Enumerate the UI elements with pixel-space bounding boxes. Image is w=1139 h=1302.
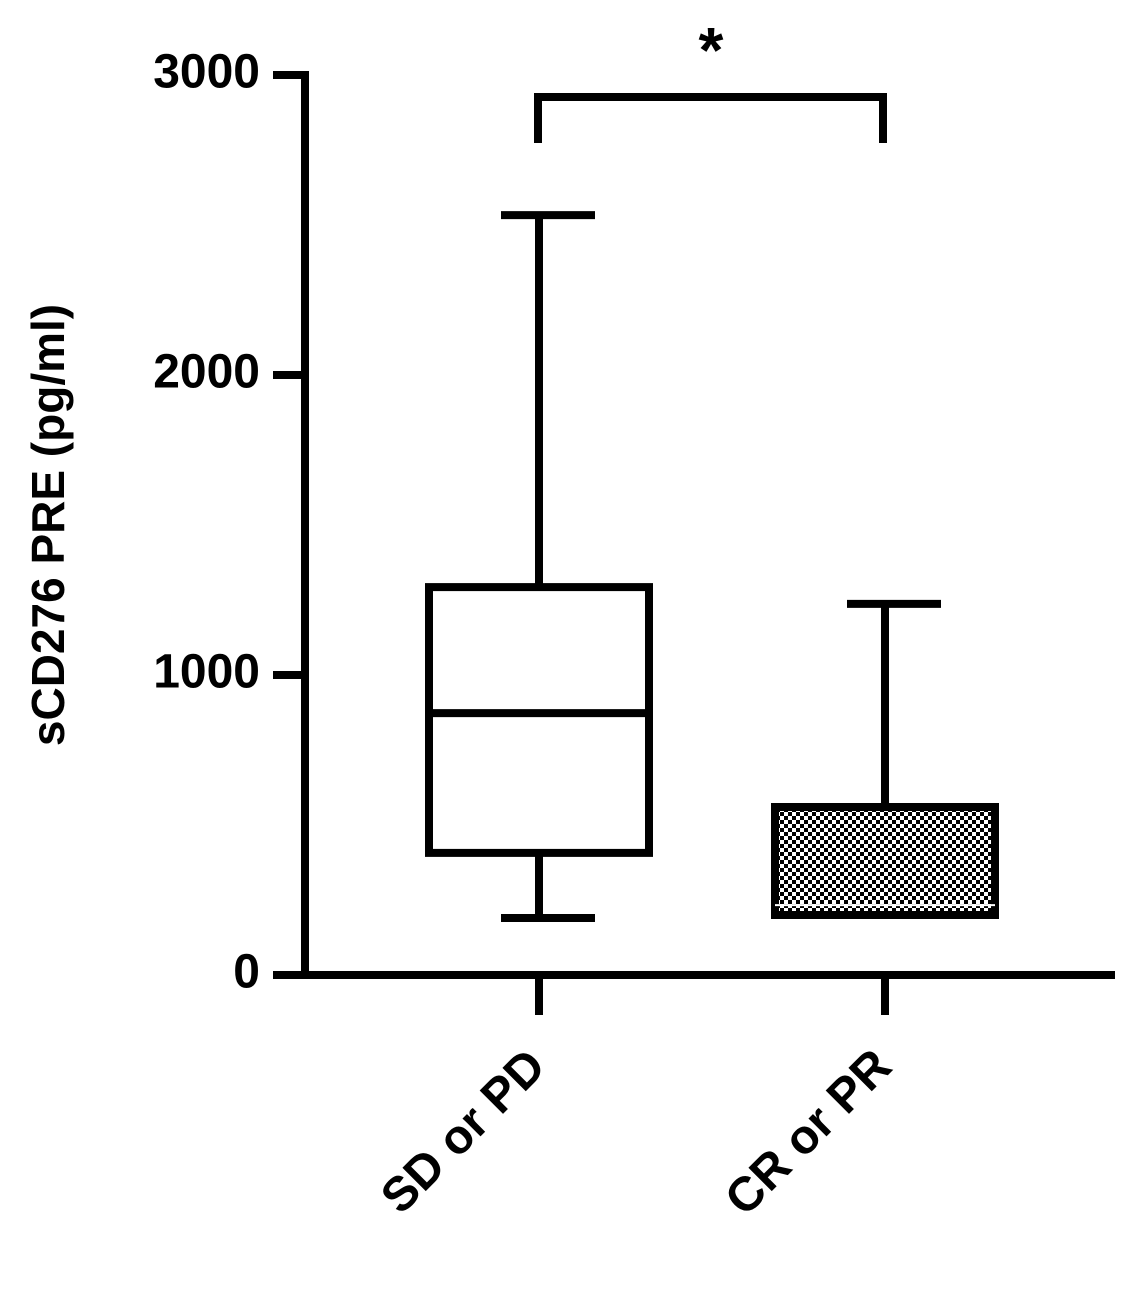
y-tick-label: 0 bbox=[233, 946, 260, 999]
box bbox=[425, 583, 653, 857]
significance-annotation: * bbox=[699, 14, 724, 86]
y-tick-label: 3000 bbox=[153, 46, 260, 99]
x-tick-label: CR or PR bbox=[715, 1039, 901, 1225]
x-tick-label: SD or PD bbox=[371, 1039, 556, 1224]
y-tick-label: 1000 bbox=[153, 646, 260, 699]
significance-bracket bbox=[534, 93, 887, 143]
box bbox=[771, 803, 999, 919]
y-axis-label: sCD276 PRE (pg/ml) bbox=[22, 304, 74, 746]
y-tick-label: 2000 bbox=[153, 346, 260, 399]
